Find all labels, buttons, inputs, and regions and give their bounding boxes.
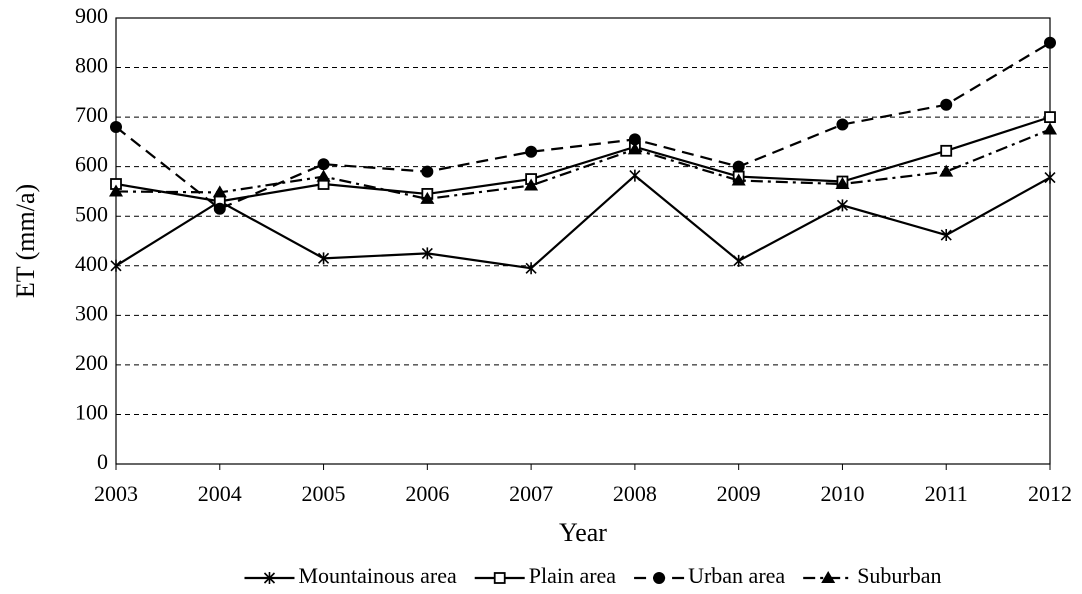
marker (939, 164, 954, 177)
marker (110, 121, 122, 134)
marker (629, 169, 641, 182)
marker (732, 160, 745, 173)
x-tick-label: 2012 (1028, 481, 1072, 506)
marker (525, 145, 538, 158)
x-tick-label: 2003 (94, 481, 138, 506)
marker (420, 191, 435, 204)
marker (836, 118, 849, 131)
x-tick-label: 2008 (613, 481, 657, 506)
legend-label: Plain area (529, 563, 617, 588)
series-line (115, 128, 1051, 200)
legend-marker (821, 571, 836, 583)
marker (940, 144, 953, 157)
y-tick-label: 100 (75, 399, 108, 424)
marker (525, 262, 537, 275)
x-tick-label: 2004 (198, 481, 242, 506)
y-tick-label: 400 (75, 251, 108, 276)
y-tick-label: 500 (75, 201, 108, 226)
x-tick-label: 2007 (509, 481, 553, 506)
x-tick-label: 2009 (717, 481, 761, 506)
marker (628, 133, 641, 146)
legend-marker (653, 572, 666, 584)
marker (212, 185, 227, 198)
marker (1044, 36, 1056, 49)
x-tick-label: 2006 (405, 481, 449, 506)
marker (835, 177, 850, 190)
x-tick-label: 2005 (302, 481, 346, 506)
marker (940, 229, 952, 242)
marker (940, 98, 953, 111)
y-tick-label: 900 (75, 3, 108, 28)
y-axis-label: ET (mm/a) (11, 184, 40, 298)
marker (1044, 171, 1056, 184)
marker (627, 142, 642, 155)
marker (317, 158, 330, 171)
y-tick-label: 200 (75, 350, 108, 375)
legend-label: Mountainous area (298, 563, 456, 588)
plot-frame (115, 17, 1051, 465)
x-axis-label: Year (559, 518, 607, 547)
marker (1043, 122, 1057, 135)
marker (421, 165, 434, 178)
legend-marker (493, 572, 506, 584)
legend-label: Suburban (857, 563, 941, 588)
legend-marker (263, 572, 276, 584)
marker (213, 202, 226, 215)
y-tick-label: 800 (75, 53, 108, 78)
x-tick-label: 2011 (925, 481, 968, 506)
marker (733, 254, 745, 267)
series-line (115, 116, 1051, 203)
marker (1044, 111, 1056, 124)
y-tick-label: 700 (75, 102, 108, 127)
marker (317, 252, 330, 265)
marker (836, 199, 849, 212)
marker (731, 173, 746, 186)
series-line (115, 174, 1051, 270)
legend-label: Urban area (688, 563, 785, 588)
x-tick-label: 2010 (820, 481, 864, 506)
marker (421, 247, 433, 260)
marker (109, 184, 123, 197)
marker (316, 169, 331, 182)
y-tick-label: 600 (75, 152, 108, 177)
legend: Mountainous area Plain area Urban area Subu… (244, 563, 942, 588)
marker (524, 178, 539, 191)
y-tick-label: 0 (97, 449, 108, 474)
marker (110, 259, 122, 272)
y-tick-label: 300 (75, 300, 108, 325)
